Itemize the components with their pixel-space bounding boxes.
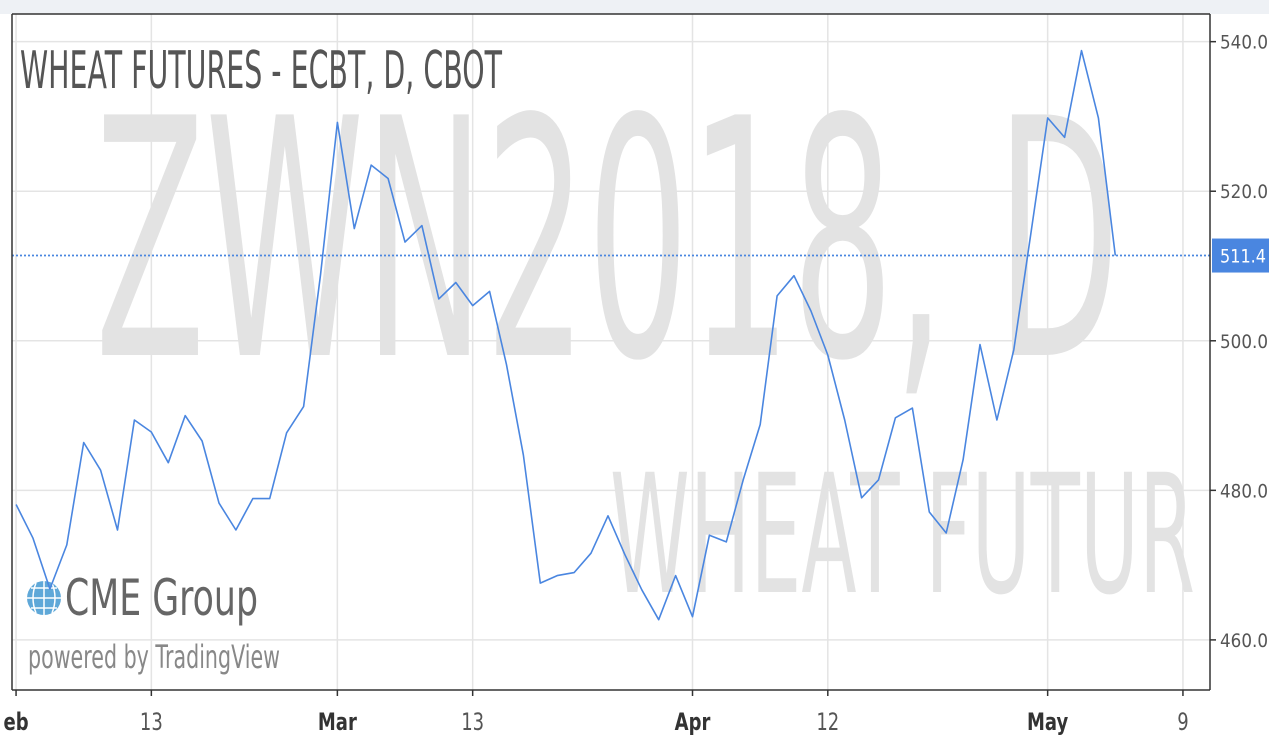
x-tick-label: 12 — [816, 709, 839, 737]
price-line — [15, 49, 1117, 621]
last-price-box — [1212, 238, 1269, 273]
top-bar — [0, 0, 1269, 14]
x-tick-label: 9 — [1177, 709, 1188, 737]
x-tick-label: May — [1027, 709, 1068, 737]
x-tick-label: Mar — [318, 709, 357, 737]
y-tick-label: 500.0 — [1220, 331, 1268, 353]
logo-text: CME Group — [65, 569, 258, 627]
x-tick-label: 13 — [140, 709, 163, 737]
y-tick-label: 540.0 — [1220, 32, 1268, 54]
x-tick-label: eb — [4, 709, 29, 737]
y-tick-label: 480.0 — [1220, 480, 1268, 502]
y-tick-label: 520.0 — [1220, 181, 1268, 203]
y-tick-label: 460.0 — [1220, 630, 1268, 652]
x-tick-label: Apr — [675, 709, 711, 737]
chart-title: WHEAT FUTURES - ECBT, D, CBOT — [20, 41, 502, 101]
plot — [12, 49, 1210, 621]
watermark: ZWN2018, D — [95, 49, 1120, 433]
grid — [12, 14, 1210, 690]
last-price-label: 511.4 — [1220, 246, 1266, 268]
logo-icon — [27, 581, 61, 615]
x-tick-label: 13 — [461, 709, 484, 737]
watermark-sub: WHEAT FUTUR — [610, 439, 1195, 631]
credit: powered by TradingView — [28, 638, 280, 676]
